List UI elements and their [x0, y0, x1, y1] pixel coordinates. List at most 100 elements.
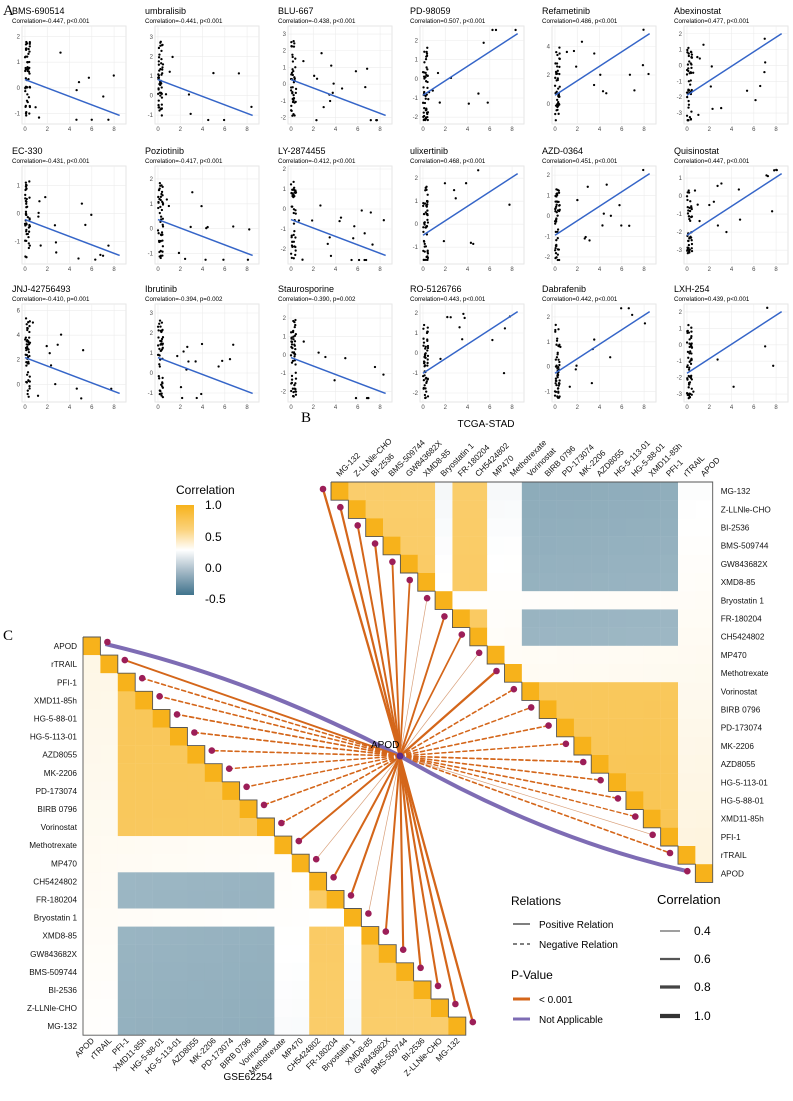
data-point	[686, 48, 689, 52]
data-point	[25, 228, 28, 232]
heatmap-cell	[608, 645, 627, 665]
data-point	[688, 72, 691, 75]
data-point	[555, 383, 558, 387]
x-tick-label: 4	[466, 267, 470, 273]
heatmap-cell	[678, 518, 696, 537]
data-point	[725, 230, 728, 234]
data-point	[686, 198, 689, 202]
data-point	[689, 350, 692, 353]
heatmap-cell	[309, 1017, 327, 1036]
heatmap-cell	[435, 500, 453, 519]
heatmap-cell	[222, 1017, 240, 1036]
heatmap-cell	[573, 682, 592, 701]
heatmap-cell	[326, 890, 345, 909]
y-tick-label: -3	[677, 392, 683, 398]
heatmap-cell	[643, 682, 661, 701]
data-point	[687, 189, 690, 192]
data-point	[689, 83, 692, 86]
data-point	[25, 256, 28, 259]
heatmap-cell	[117, 781, 136, 801]
data-point	[772, 364, 775, 367]
data-point	[426, 361, 429, 365]
data-point	[422, 240, 426, 243]
y-tick-label: -2	[413, 115, 419, 121]
data-point	[426, 395, 430, 398]
x-tick-label: 2	[576, 127, 580, 133]
data-point	[426, 364, 429, 367]
heatmap-cell	[135, 962, 153, 982]
data-point	[293, 344, 296, 347]
data-point	[292, 319, 295, 323]
data-point	[693, 189, 697, 192]
data-point	[293, 188, 296, 192]
heatmap-cell	[469, 482, 488, 501]
data-point	[25, 42, 29, 45]
data-point	[458, 326, 461, 329]
data-point	[572, 49, 576, 53]
data-point	[28, 354, 31, 358]
heatmap-cell	[291, 999, 310, 1018]
heatmap-cell	[521, 554, 540, 574]
data-point	[292, 257, 295, 260]
heatmap-cell	[521, 518, 540, 537]
data-point	[369, 211, 372, 214]
data-point	[353, 225, 356, 228]
heatmap-cell	[539, 518, 557, 537]
x-tick-label: 8	[112, 405, 116, 411]
data-point	[331, 91, 334, 94]
data-point	[605, 183, 608, 186]
data-point	[554, 358, 558, 361]
heatmap-cell	[695, 518, 713, 537]
data-point	[84, 223, 87, 227]
heatmap-b: MG-132MG-132Z-LLNle-CHOZ-LLNle-CHOBI-253…	[330, 437, 771, 883]
x-tick-label: 0	[156, 267, 160, 273]
heatmap-cell	[678, 755, 696, 774]
data-point	[27, 96, 31, 99]
heatmap-cell	[608, 700, 627, 719]
data-point	[161, 336, 165, 339]
data-point	[586, 185, 589, 188]
data-point	[292, 390, 295, 394]
data-point	[293, 355, 296, 358]
heatmap-row-label: HG-5-88-01	[34, 714, 78, 723]
data-point	[555, 356, 559, 359]
data-point	[556, 69, 559, 72]
data-point	[422, 327, 425, 330]
heatmap-cell	[152, 999, 171, 1018]
data-point	[557, 100, 560, 104]
link-node	[121, 656, 129, 664]
y-tick-label: 3	[283, 32, 287, 38]
data-point	[426, 86, 429, 90]
heatmap-cell	[643, 718, 661, 737]
data-point	[688, 248, 691, 251]
data-point	[601, 224, 604, 227]
heatmap-cell	[257, 818, 275, 837]
heatmap-cell	[660, 482, 679, 501]
heatmap-cell	[152, 908, 171, 927]
y-tick-label: 4	[17, 333, 21, 339]
heatmap-cell	[309, 962, 327, 982]
data-point	[37, 215, 40, 218]
heatmap-cell	[170, 890, 188, 909]
heatmap-cell	[152, 818, 171, 837]
fit-line	[686, 310, 783, 374]
link-node	[614, 795, 622, 802]
data-point	[554, 200, 557, 203]
x-tick-label: 0	[23, 405, 27, 411]
data-point	[720, 106, 723, 110]
y-tick-label: 1	[283, 65, 287, 71]
data-point	[424, 58, 428, 61]
heatmap-cell	[204, 926, 223, 945]
x-tick-label: 4	[201, 267, 205, 273]
data-point	[554, 218, 558, 222]
heatmap-cell	[678, 791, 696, 810]
heatmap-cell	[83, 727, 101, 746]
data-point	[423, 71, 426, 74]
data-point	[158, 365, 161, 368]
heatmap-cell	[487, 573, 505, 592]
y-tick-label: 0	[415, 77, 419, 83]
heatmap-cell	[452, 591, 470, 610]
data-point	[25, 323, 28, 326]
